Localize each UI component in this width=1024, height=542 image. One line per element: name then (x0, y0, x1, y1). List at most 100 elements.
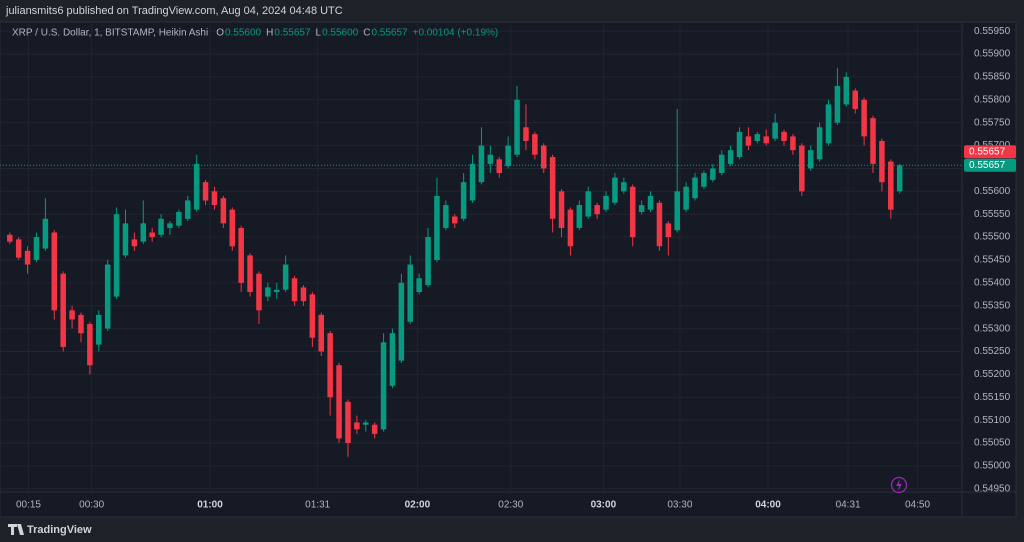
y-tick-label: 0.55900 (974, 49, 1011, 60)
candle-body (638, 205, 645, 212)
candle-body (852, 90, 858, 109)
candle-body (7, 234, 13, 242)
candle-body (558, 191, 565, 228)
y-tick-label: 0.55400 (974, 277, 1011, 288)
brand-logo (8, 524, 24, 535)
candle-body (825, 104, 832, 144)
candle-body (131, 239, 138, 247)
candle-body (807, 150, 814, 169)
candle-body (113, 214, 120, 297)
candle-body (603, 195, 609, 210)
candle-body (407, 264, 414, 322)
candle-body (60, 273, 66, 347)
candle-body (727, 150, 734, 164)
price-label-box (964, 145, 1016, 159)
y-tick-label: 0.55750 (974, 117, 1011, 128)
candle-body (576, 205, 583, 228)
candle-body (647, 195, 654, 210)
y-tick-label: 0.55500 (974, 232, 1011, 243)
candle-body (274, 289, 280, 293)
candle-body (371, 424, 378, 434)
candle-body (220, 198, 227, 224)
candle-body (309, 294, 316, 338)
candle-body (674, 191, 680, 231)
axes: 0.559500.559000.558500.558000.557500.557… (16, 26, 1016, 511)
candle-body (282, 264, 289, 290)
candle-body (718, 154, 725, 174)
candle-body (247, 255, 253, 293)
candle-body (336, 365, 342, 439)
x-tick-label: 02:30 (498, 500, 523, 511)
candle-body (514, 99, 520, 155)
price-label: 0.55657 (969, 146, 1006, 157)
legend-value: 0.55657 (274, 28, 311, 39)
candle-body (167, 223, 173, 228)
legend-change: +0.00104 (+0.19%) (413, 28, 499, 39)
y-tick-label: 0.55800 (974, 94, 1011, 105)
candle-body (843, 76, 850, 105)
candle-body (202, 182, 209, 201)
candle-body (523, 127, 529, 141)
candle-body (354, 422, 360, 430)
y-tick-label: 0.55950 (974, 26, 1011, 37)
candle-body (505, 145, 511, 167)
legend-value: 0.55600 (225, 28, 262, 39)
y-tick-label: 0.55300 (974, 323, 1011, 334)
candle-body (585, 191, 591, 217)
y-tick-label: 0.55100 (974, 415, 1011, 426)
candle-body (692, 177, 698, 199)
candle-body (185, 200, 191, 219)
legend-key: O (216, 28, 224, 39)
candle-body (211, 191, 218, 206)
x-tick-label: 01:00 (197, 500, 223, 511)
candle-body (451, 216, 458, 224)
candle-body (78, 314, 84, 334)
y-tick-label: 0.55000 (974, 461, 1011, 472)
x-tick-label: 01:31 (305, 500, 330, 511)
x-tick-label: 04:31 (836, 500, 861, 511)
candle-body (487, 154, 494, 164)
candle-body (229, 209, 236, 247)
candle-body (754, 134, 761, 141)
candle-body (665, 223, 672, 238)
y-tick-label: 0.55550 (974, 209, 1011, 220)
candle-body (265, 287, 271, 297)
candle-body (389, 333, 396, 386)
candle-body (193, 163, 200, 210)
candle-body (763, 136, 769, 144)
candle-body (291, 278, 298, 302)
y-tick-label: 0.54950 (974, 483, 1011, 494)
legend-value: 0.55657 (371, 28, 408, 39)
legend-key: H (266, 28, 273, 39)
candle-body (69, 310, 75, 320)
candle-body (96, 314, 102, 345)
alert-bolt (896, 479, 902, 491)
candle-body (532, 134, 538, 155)
candle-body (496, 159, 503, 174)
x-tick-label: 03:00 (591, 500, 617, 511)
candle-body (327, 333, 333, 398)
price-label-box (964, 158, 1016, 172)
candle-body (745, 136, 752, 146)
candle-body (683, 186, 689, 210)
legend-key: C (363, 28, 370, 39)
candle-body (799, 145, 805, 192)
x-tick-label: 03:30 (667, 500, 692, 511)
x-tick-label: 04:00 (755, 500, 781, 511)
candle-body (540, 145, 547, 169)
y-tick-label: 0.55450 (974, 255, 1011, 266)
candle-body (888, 161, 894, 210)
candle-body (176, 211, 182, 226)
candle-body (621, 182, 627, 192)
publish-header: juliansmits6 published on TradingView.co… (5, 5, 343, 17)
candle-body (870, 118, 876, 164)
candle-body (158, 218, 164, 235)
x-tick-label: 02:00 (405, 500, 431, 511)
y-tick-label: 0.55250 (974, 346, 1011, 357)
x-tick-label: 00:30 (79, 500, 104, 511)
candle-body (772, 122, 778, 139)
alert-icon[interactable] (890, 476, 908, 494)
candle-body (701, 173, 707, 187)
candle-body (15, 239, 22, 258)
